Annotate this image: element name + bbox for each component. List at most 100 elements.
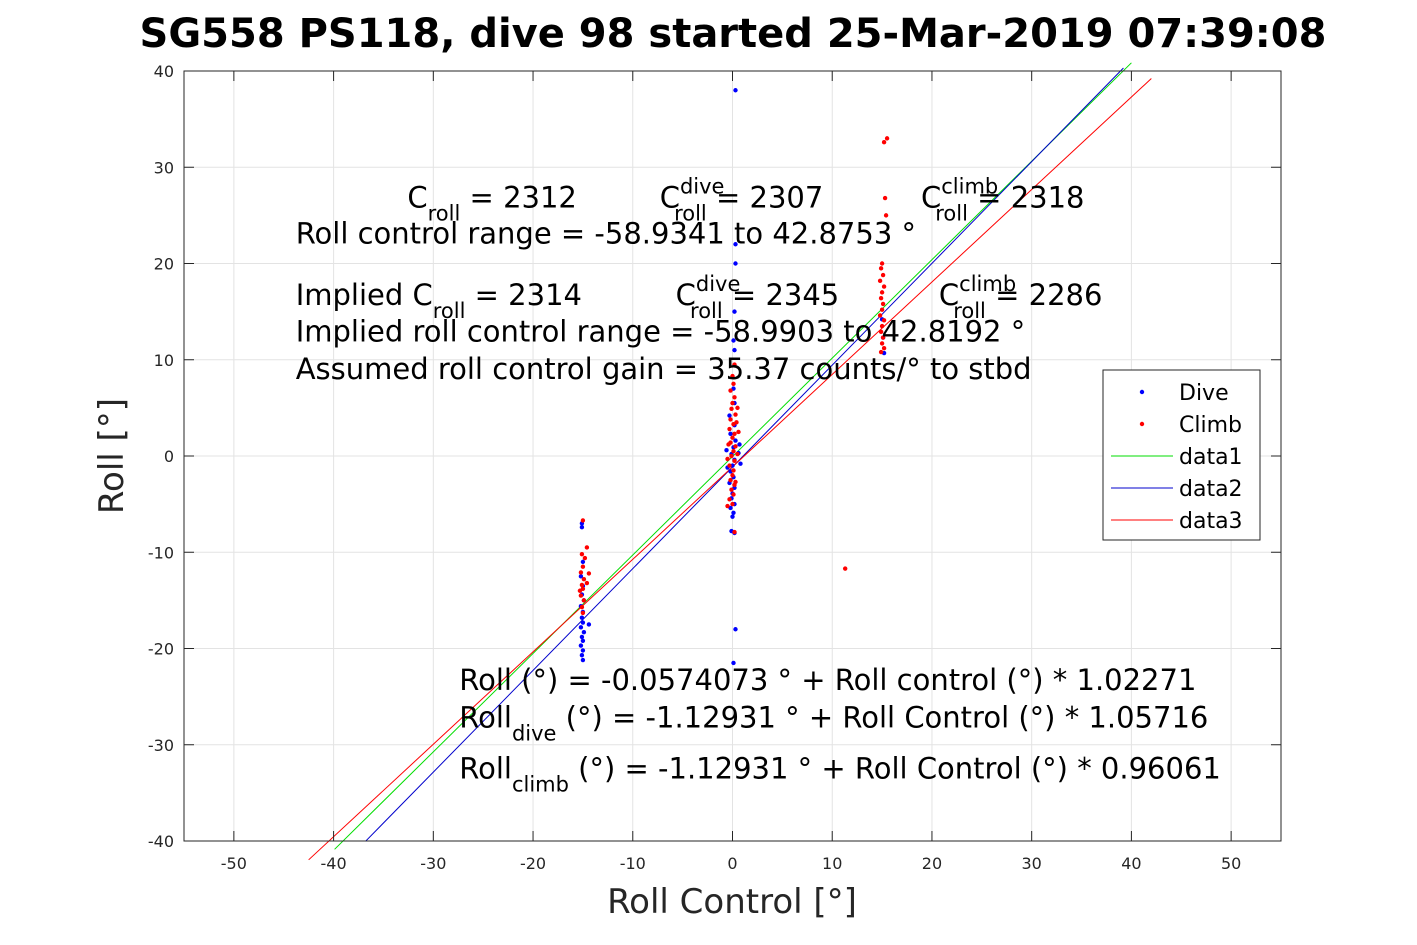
climb-point (879, 261, 885, 266)
annotation-c3: Cclimb roll = 2318 (921, 175, 1085, 226)
annotation-text: roll (428, 202, 461, 226)
dive-point (579, 634, 585, 640)
annotation-i2: Cdive roll = 2345 (676, 272, 840, 323)
climb-point (580, 610, 586, 616)
climb-point (731, 381, 736, 387)
axis-ticks: -50 -40 -30 -20 -10 0 10 20 30 40 50 -40 -30 -20 -10 0 1… (148, 62, 1281, 873)
climb-point (584, 580, 590, 586)
annotation-text: dive (680, 175, 725, 199)
dive-point (580, 620, 586, 625)
climb-point (729, 453, 734, 459)
data3-fit-line (308, 78, 1152, 861)
legend-label: data3 (1179, 509, 1243, 534)
climb-point (879, 323, 885, 329)
annotation-f2: Rolldive (°) = -1.12931 ° + Roll Control… (459, 700, 1208, 745)
x-tick-label: -50 (221, 854, 247, 873)
annotation-text: roll (690, 299, 723, 323)
annotation-text: Roll (459, 751, 512, 785)
climb-point (732, 362, 737, 367)
y-tick-label: 40 (154, 62, 174, 81)
climb-point (881, 318, 887, 323)
climb-point (881, 346, 887, 351)
climb-point (730, 373, 735, 379)
climb-point (878, 329, 884, 335)
annotation-text: = 2318 (968, 181, 1085, 215)
annotation-text: C (676, 278, 696, 312)
annotation-text: dive (696, 272, 741, 296)
legend-label: Dive (1179, 381, 1229, 406)
annotation-i3: Cclimb roll = 2286 (939, 272, 1103, 323)
climb-point (879, 307, 885, 312)
annotation-text: = 2314 (465, 278, 582, 312)
y-tick-label: 30 (154, 158, 174, 177)
dive-point (733, 88, 738, 93)
annotation-i1: Implied Croll = 2314 (296, 278, 582, 323)
climb-point (581, 598, 587, 603)
dive-point (578, 643, 584, 648)
climb-point (579, 551, 585, 557)
dive-point (580, 648, 586, 653)
dive-point (733, 242, 738, 247)
y-tick-label: -10 (148, 543, 174, 562)
dive-point (732, 347, 737, 353)
legend-label: data1 (1179, 445, 1243, 470)
annotation-text: climb (959, 272, 1016, 296)
data-points (577, 88, 890, 666)
x-tick-label: 0 (727, 854, 737, 873)
dive-point (737, 442, 742, 447)
dive-point (580, 638, 586, 643)
dive-point (581, 629, 587, 635)
annotation-text: roll (935, 202, 968, 226)
climb-point (578, 593, 584, 598)
climb-point (728, 388, 733, 393)
climb-point (732, 458, 737, 464)
climb-point (883, 213, 889, 218)
climb-point (578, 570, 584, 575)
climb-point (733, 412, 738, 417)
climb-point (579, 604, 585, 610)
climb-point (735, 405, 740, 411)
annotation-text: C (939, 278, 959, 312)
annotation-text: C (921, 181, 941, 215)
annotation-text: roll (953, 299, 986, 323)
climb-point (878, 266, 884, 271)
y-tick-label: 0 (164, 447, 174, 466)
climb-point (728, 417, 733, 422)
climb-point (881, 284, 887, 289)
climb-point (877, 313, 883, 318)
y-tick-label: 10 (154, 351, 174, 370)
dive-point (728, 431, 733, 437)
annotation-text: climb (512, 772, 569, 796)
annotation-r2: Implied roll control range = -58.9903 to… (296, 314, 1026, 348)
dive-point (730, 514, 735, 519)
climb-point (733, 479, 738, 485)
climb-point (732, 431, 737, 437)
dive-point (738, 461, 743, 466)
climb-point (584, 545, 590, 550)
x-tick-label: -20 (520, 854, 546, 873)
climb-point (586, 571, 592, 576)
climb-point (732, 395, 737, 400)
climb-point (878, 295, 884, 301)
annotation-text: Roll control range = -58.9341 to 42.8753… (296, 216, 916, 250)
annotation-text: C (407, 181, 427, 215)
climb-point (732, 529, 737, 535)
legend: Dive Climb data1 data2 data3 (1102, 369, 1261, 541)
dive-point (731, 510, 736, 515)
climb-point (580, 518, 586, 523)
dive-point (733, 627, 738, 632)
dive-point (579, 653, 585, 658)
annotation-text: Roll (459, 700, 512, 734)
dive-point (733, 261, 738, 266)
climb-point (730, 501, 735, 507)
annotation-text: roll (433, 299, 466, 323)
annotation-text: (°) = -1.12931 ° + Roll Control (°) * 1.… (556, 700, 1208, 734)
dive-point (580, 559, 586, 565)
y-axis-label: Roll [°] (92, 398, 132, 514)
climb-point (879, 290, 885, 295)
legend-label: Climb (1179, 413, 1242, 438)
climb-point (879, 341, 885, 346)
climb-point (734, 420, 739, 425)
x-tick-label: -40 (321, 854, 347, 873)
